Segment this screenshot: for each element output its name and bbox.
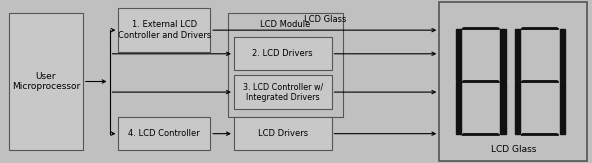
Polygon shape [462,81,500,82]
Polygon shape [559,82,565,134]
Text: 2. LCD Drivers: 2. LCD Drivers [252,49,313,58]
Bar [439,2,587,161]
Text: 3. LCD Controller w/
Integrated Drivers: 3. LCD Controller w/ Integrated Drivers [243,82,323,102]
Bar [234,75,332,109]
Polygon shape [515,82,520,134]
Polygon shape [515,29,520,81]
Polygon shape [500,29,506,81]
Text: User
Microprocessor: User Microprocessor [12,72,80,91]
Text: LCD Glass: LCD Glass [491,145,536,155]
Polygon shape [559,29,565,81]
Polygon shape [456,29,461,81]
Bar [234,117,332,150]
Bar [228,13,343,117]
Polygon shape [500,82,506,134]
Bar [234,37,332,70]
Bar [118,8,210,52]
Polygon shape [462,28,500,29]
Text: LCD Module: LCD Module [260,20,311,29]
Polygon shape [456,82,461,134]
Bar [9,13,83,150]
Polygon shape [521,28,559,29]
Polygon shape [462,134,500,135]
Text: 1. External LCD
Controller and Drivers: 1. External LCD Controller and Drivers [118,20,211,40]
Polygon shape [521,134,559,135]
Text: 4. LCD Controller: 4. LCD Controller [128,129,200,138]
Polygon shape [521,81,559,82]
Bar [118,117,210,150]
Text: LCD Drivers: LCD Drivers [258,129,308,138]
Text: LCD Glass: LCD Glass [304,15,346,24]
